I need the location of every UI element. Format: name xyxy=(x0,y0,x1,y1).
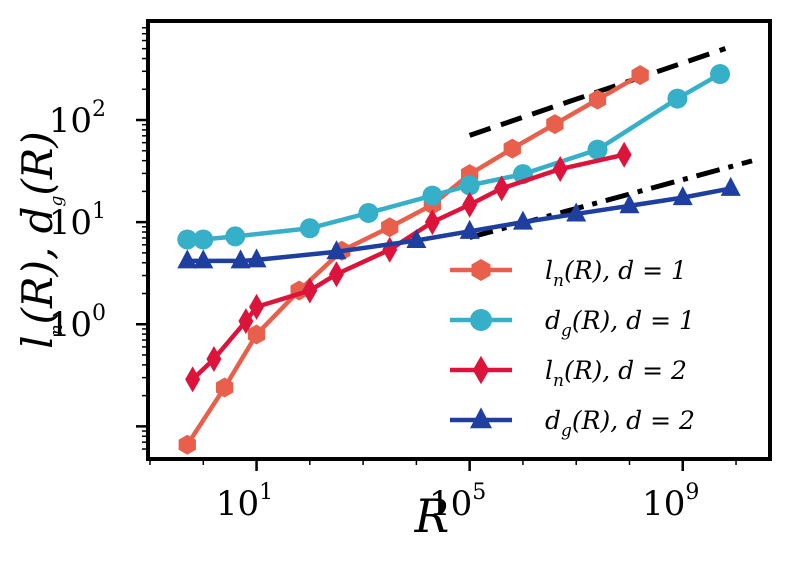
x-axis-label: R xyxy=(414,489,450,543)
ln-d2-point xyxy=(494,175,510,202)
ln-d1-point xyxy=(503,138,521,159)
axis-ticks: 101 105 109 100 101 102 xyxy=(49,27,737,524)
dg-d2-point xyxy=(326,240,347,260)
dg-d2-point xyxy=(566,202,587,222)
legend-item-ln-d2: ln(R), d = 2 xyxy=(450,355,687,391)
ln-d1-point xyxy=(178,434,196,455)
ln-d1-point xyxy=(215,377,234,398)
ln-d2-point xyxy=(302,277,318,304)
series-dg-d2 xyxy=(177,176,741,269)
dg-d2-point xyxy=(230,249,251,269)
dg-d2-point xyxy=(193,249,214,269)
legend-marker xyxy=(470,407,492,429)
dg-d1-point xyxy=(667,88,688,109)
dg-d2-point xyxy=(246,248,267,268)
dg-d1-point xyxy=(710,64,731,85)
legend: ln(R), d = 1 dg(R), d = 1 ln(R), d = 2 dg(R… xyxy=(450,256,695,441)
y-tick-label: 101 xyxy=(49,199,106,243)
x-tick-label: 105 xyxy=(429,480,486,524)
ln-d2-point xyxy=(328,261,344,288)
legend-marker xyxy=(470,309,492,331)
dg-d2-point xyxy=(177,249,198,269)
dg-d2-point xyxy=(406,229,427,249)
ln-d2-point xyxy=(382,236,398,263)
dg-d2-point xyxy=(512,210,533,230)
dg-d1-point xyxy=(587,139,608,160)
ln-d2-point xyxy=(462,191,478,218)
dg-d1-point xyxy=(225,226,246,247)
series-dg-d1 xyxy=(177,64,731,250)
ln-d2-point xyxy=(616,141,632,168)
ln-d1-point xyxy=(247,324,266,345)
legend-label: ln(R), d = 1 xyxy=(545,256,687,291)
y-tick-label: 102 xyxy=(49,97,106,141)
legend-label: ln(R), d = 2 xyxy=(545,356,687,391)
dg-d1-point xyxy=(193,229,214,250)
dg-d2-point xyxy=(459,219,480,239)
legend-item-dg-d1: dg(R), d = 1 xyxy=(450,306,695,341)
ln-d1-point xyxy=(381,217,399,238)
ln-d1-point xyxy=(546,114,564,135)
dg-d1-point xyxy=(358,202,379,223)
legend-item-ln-d1: ln(R), d = 1 xyxy=(450,256,687,291)
legend-label: dg(R), d = 1 xyxy=(545,306,695,341)
dg-d1-point xyxy=(299,218,320,239)
legend-marker xyxy=(471,259,491,281)
dg-d1-point xyxy=(459,175,480,196)
ln-d2-point xyxy=(424,209,440,236)
y-tick-label: 100 xyxy=(49,301,106,345)
ln-d2-point xyxy=(552,156,568,183)
ln-d2-point xyxy=(206,345,222,372)
plot-frame xyxy=(146,19,772,461)
series-ln-d2 xyxy=(185,141,632,393)
dg-d2-point xyxy=(619,194,640,214)
series-group xyxy=(177,64,741,455)
x-tick-label: 101 xyxy=(216,480,273,524)
dg-d2-point xyxy=(672,186,693,206)
ln-d2-line xyxy=(191,152,625,382)
ln-d2-point xyxy=(249,293,265,320)
ln-d1-point xyxy=(588,89,607,110)
dg-d2-line xyxy=(187,186,732,264)
svg-text:ln(R), dg(R): ln(R), dg(R) xyxy=(13,131,67,349)
ln-d2-point xyxy=(238,308,254,335)
ln-d1-point xyxy=(631,65,649,86)
ln-d2-point xyxy=(185,366,201,393)
series-ln-d1 xyxy=(178,65,649,455)
dg-d1-point xyxy=(177,229,198,250)
dg-d1-point xyxy=(422,185,443,206)
dg-d2-point xyxy=(720,176,741,196)
legend-marker xyxy=(472,355,490,385)
legend-item-dg-d2: dg(R), d = 2 xyxy=(450,406,695,441)
y-axis-label: ln(R), dg(R) xyxy=(13,131,67,349)
x-tick-label: 109 xyxy=(642,480,699,524)
legend-label: dg(R), d = 2 xyxy=(545,406,695,441)
